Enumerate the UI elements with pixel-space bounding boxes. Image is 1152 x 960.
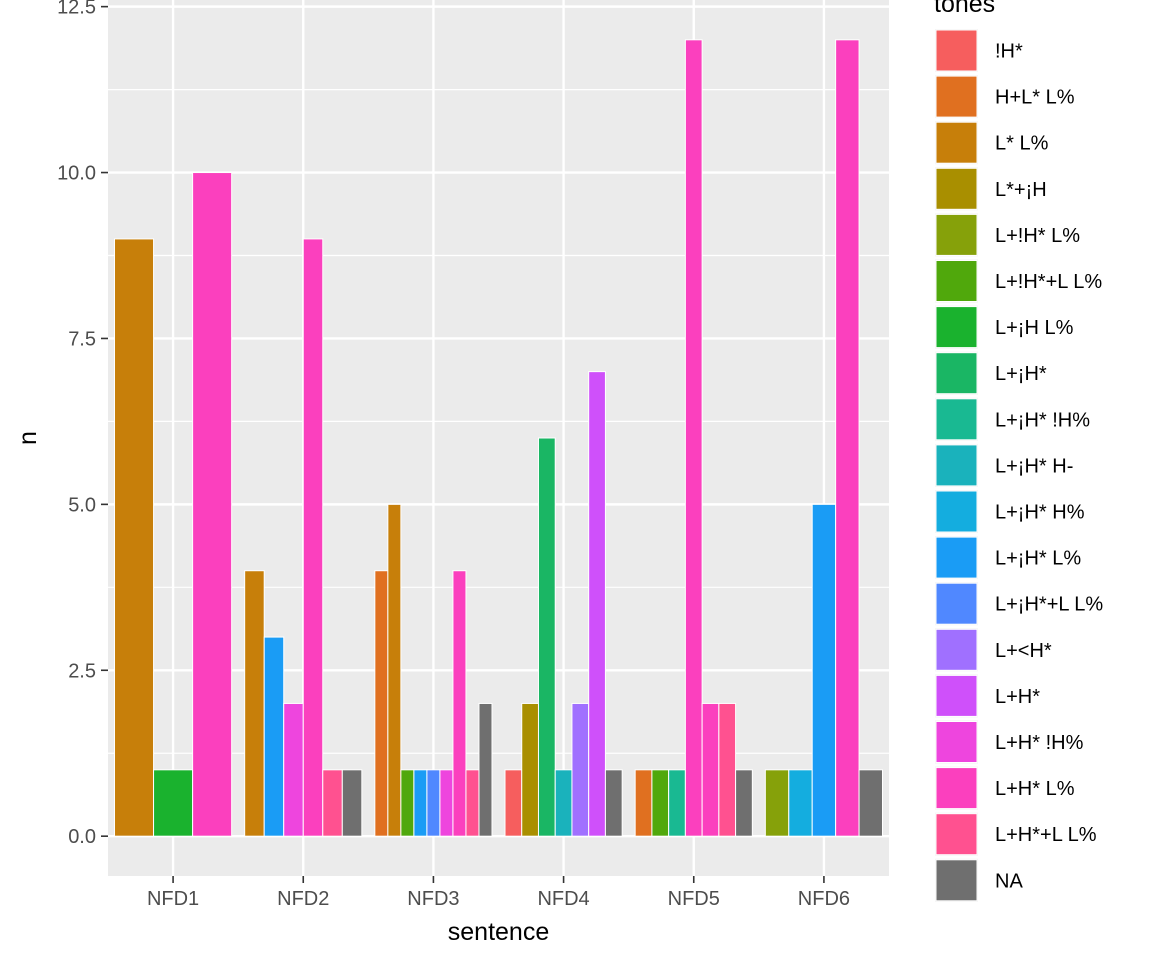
legend-key-swatch <box>935 213 978 256</box>
legend-entry-label: L+H*+L L% <box>995 824 1097 846</box>
legend-key-swatch <box>935 306 978 349</box>
legend-entry-label: H+L* L% <box>995 87 1075 109</box>
legend-key-swatch <box>935 674 978 717</box>
legend-key-swatch <box>935 75 978 118</box>
x-tick-label: NFD5 <box>668 888 720 910</box>
x-axis: NFD1 NFD2 NFD3 NFD4 NFD5 NFD6 <box>147 876 850 910</box>
legend-key-swatch <box>935 260 978 302</box>
legend-entry-label: L+¡H* !H% <box>995 409 1090 431</box>
legend-entry-label: L*+¡H <box>995 179 1047 201</box>
legend-entry-label: L+!H* L% <box>995 225 1080 247</box>
bar-nfd1 <box>114 238 155 837</box>
bar-nfd3 <box>387 503 402 837</box>
legend-entry-label: NA <box>995 870 1023 892</box>
bar-nfd5 <box>684 39 703 837</box>
legend-key-swatch <box>935 582 978 625</box>
bar-nfd4 <box>554 769 573 837</box>
legend-entry-label: L+¡H*+L L% <box>995 594 1103 616</box>
bar-nfd4 <box>521 702 539 837</box>
bar-nfd4 <box>604 769 623 837</box>
bar-nfd5 <box>718 702 737 837</box>
bar-nfd1 <box>153 769 194 837</box>
bar-nfd3 <box>439 769 454 837</box>
legend-key-swatch <box>935 536 978 579</box>
y-tick-label: 12.5 <box>57 0 96 19</box>
bar-nfd2 <box>244 570 265 837</box>
legend-key-swatch <box>935 721 978 763</box>
legend-entry-label: L+¡H* H- <box>995 455 1073 477</box>
legend-items: !H* H+L* L% L* L% L*+¡H L+!H* L% L+!H*+L L% L+… <box>935 29 1103 902</box>
legend-key-swatch <box>935 444 978 487</box>
legend-key-swatch <box>935 767 978 810</box>
legend-entry-label: L+H* L% <box>995 778 1075 800</box>
legend-entry-label: L+¡H* <box>995 363 1047 385</box>
bar-nfd4 <box>504 769 523 837</box>
bar-nfd2 <box>341 769 363 837</box>
legend-key-swatch <box>935 352 978 395</box>
y-tick-label: 2.5 <box>68 660 96 682</box>
bar-nfd3 <box>465 769 480 837</box>
y-tick-label: 5.0 <box>68 494 96 516</box>
y-tick-label: 0.0 <box>68 826 96 848</box>
x-axis-title: sentence <box>448 918 549 946</box>
bar-nfd5 <box>634 769 653 837</box>
legend-entry-label: L+!H*+L L% <box>995 271 1102 293</box>
legend-key-swatch <box>935 398 978 441</box>
legend-key-swatch <box>935 813 978 856</box>
legend-entry-label: L+<H* <box>995 640 1052 662</box>
grid-minor-lines <box>108 88 889 754</box>
bar-nfd1 <box>192 172 233 837</box>
bar-nfd6 <box>788 769 813 837</box>
bar-nfd6 <box>764 769 790 837</box>
y-axis: 0.0 2.5 5.0 7.5 10.0 12.5 <box>57 0 108 848</box>
bar-nfd5 <box>701 702 720 837</box>
bar-nfd5 <box>668 769 686 837</box>
bar-nfd4 <box>588 371 606 837</box>
legend-key-swatch <box>935 490 978 533</box>
bar-nfd2 <box>322 769 343 837</box>
legend-entry-label: L+¡H L% <box>995 317 1074 339</box>
y-tick-label: 7.5 <box>68 328 96 350</box>
legend-entry-label: L* L% <box>995 133 1049 155</box>
x-tick-label: NFD1 <box>147 888 199 910</box>
bar-nfd3 <box>426 769 441 837</box>
bar-nfd3 <box>452 570 467 837</box>
bar-nfd3 <box>413 769 428 837</box>
bar-nfd4 <box>571 702 590 837</box>
bar-nfd3 <box>374 570 389 837</box>
bar-nfd6 <box>835 39 860 837</box>
legend-key-swatch <box>935 121 978 164</box>
bar-nfd3 <box>400 769 415 837</box>
bar-nfd2 <box>302 238 324 837</box>
legend-key-swatch <box>935 628 978 671</box>
bar-nfd2 <box>263 636 285 837</box>
bar-nfd4 <box>537 437 556 837</box>
bars-layer <box>114 39 883 837</box>
bar-nfd5 <box>735 769 753 837</box>
x-tick-label: NFD6 <box>798 888 850 910</box>
bar-nfd5 <box>651 769 670 837</box>
legend-entry-label: L+H* <box>995 686 1040 708</box>
legend-key-swatch <box>935 167 978 210</box>
legend-entry-label: !H* <box>995 41 1023 63</box>
legend-entry-label: L+H* !H% <box>995 732 1084 754</box>
legend-key-swatch <box>935 859 978 902</box>
plot-panel <box>108 0 889 876</box>
x-tick-label: NFD2 <box>277 888 329 910</box>
bar-nfd6 <box>811 503 837 837</box>
bar-nfd6 <box>858 769 883 837</box>
legend-entry-label: L+¡H* H% <box>995 502 1085 524</box>
bar-nfd2 <box>283 702 304 837</box>
y-tick-label: 10.0 <box>57 163 96 185</box>
legend: tones !H* H+L* L% L* L% L*+¡H L+!H* L% L+!H*+… <box>934 0 1103 902</box>
x-tick-label: NFD4 <box>537 888 589 910</box>
bar-nfd3 <box>478 702 493 837</box>
x-tick-label: NFD3 <box>407 888 459 910</box>
legend-title: tones <box>934 0 995 18</box>
legend-entry-label: L+¡H* L% <box>995 548 1081 570</box>
y-axis-title: n <box>14 431 42 445</box>
legend-key-swatch <box>935 29 978 72</box>
